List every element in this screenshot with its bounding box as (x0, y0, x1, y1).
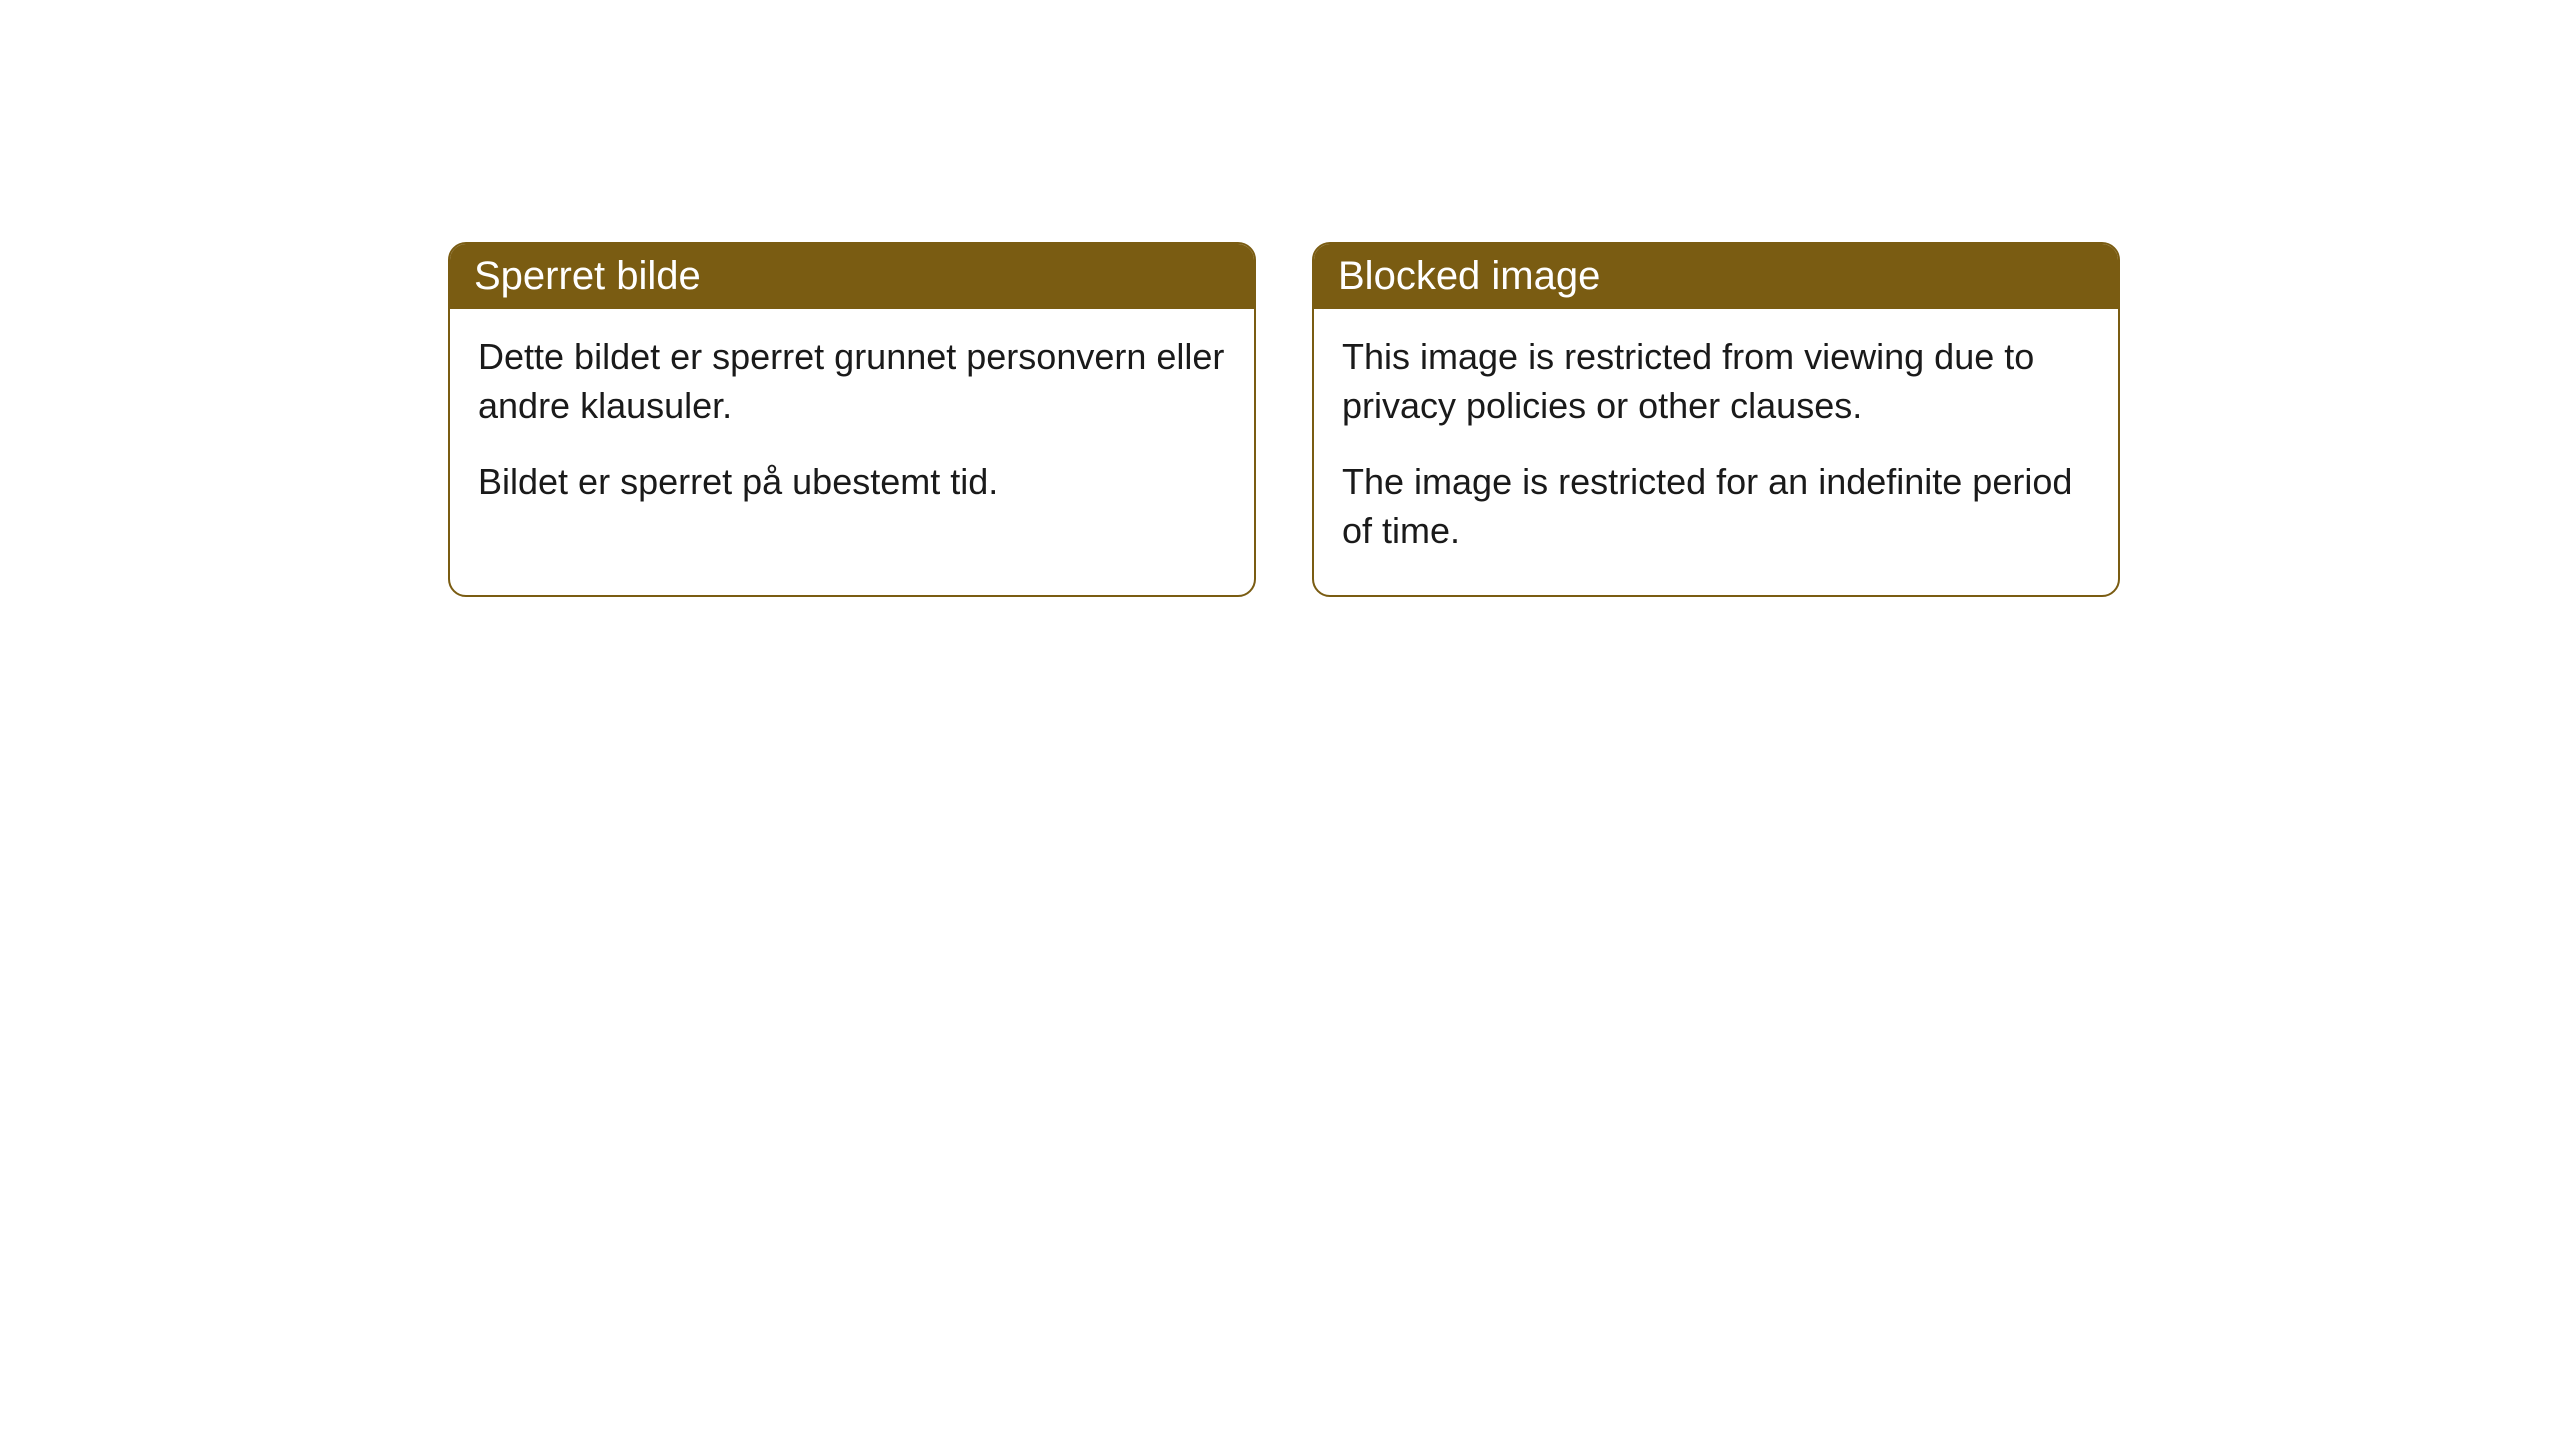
blocked-image-card-norwegian: Sperret bilde Dette bildet er sperret gr… (448, 242, 1256, 597)
notice-container: Sperret bilde Dette bildet er sperret gr… (0, 0, 2560, 597)
card-header-english: Blocked image (1314, 244, 2118, 309)
blocked-image-card-english: Blocked image This image is restricted f… (1312, 242, 2120, 597)
card-text-english-2: The image is restricted for an indefinit… (1342, 458, 2090, 555)
card-body-norwegian: Dette bildet er sperret grunnet personve… (450, 309, 1254, 547)
card-text-norwegian-2: Bildet er sperret på ubestemt tid. (478, 458, 1226, 507)
card-text-english-1: This image is restricted from viewing du… (1342, 333, 2090, 430)
card-body-english: This image is restricted from viewing du… (1314, 309, 2118, 595)
card-text-norwegian-1: Dette bildet er sperret grunnet personve… (478, 333, 1226, 430)
card-header-norwegian: Sperret bilde (450, 244, 1254, 309)
